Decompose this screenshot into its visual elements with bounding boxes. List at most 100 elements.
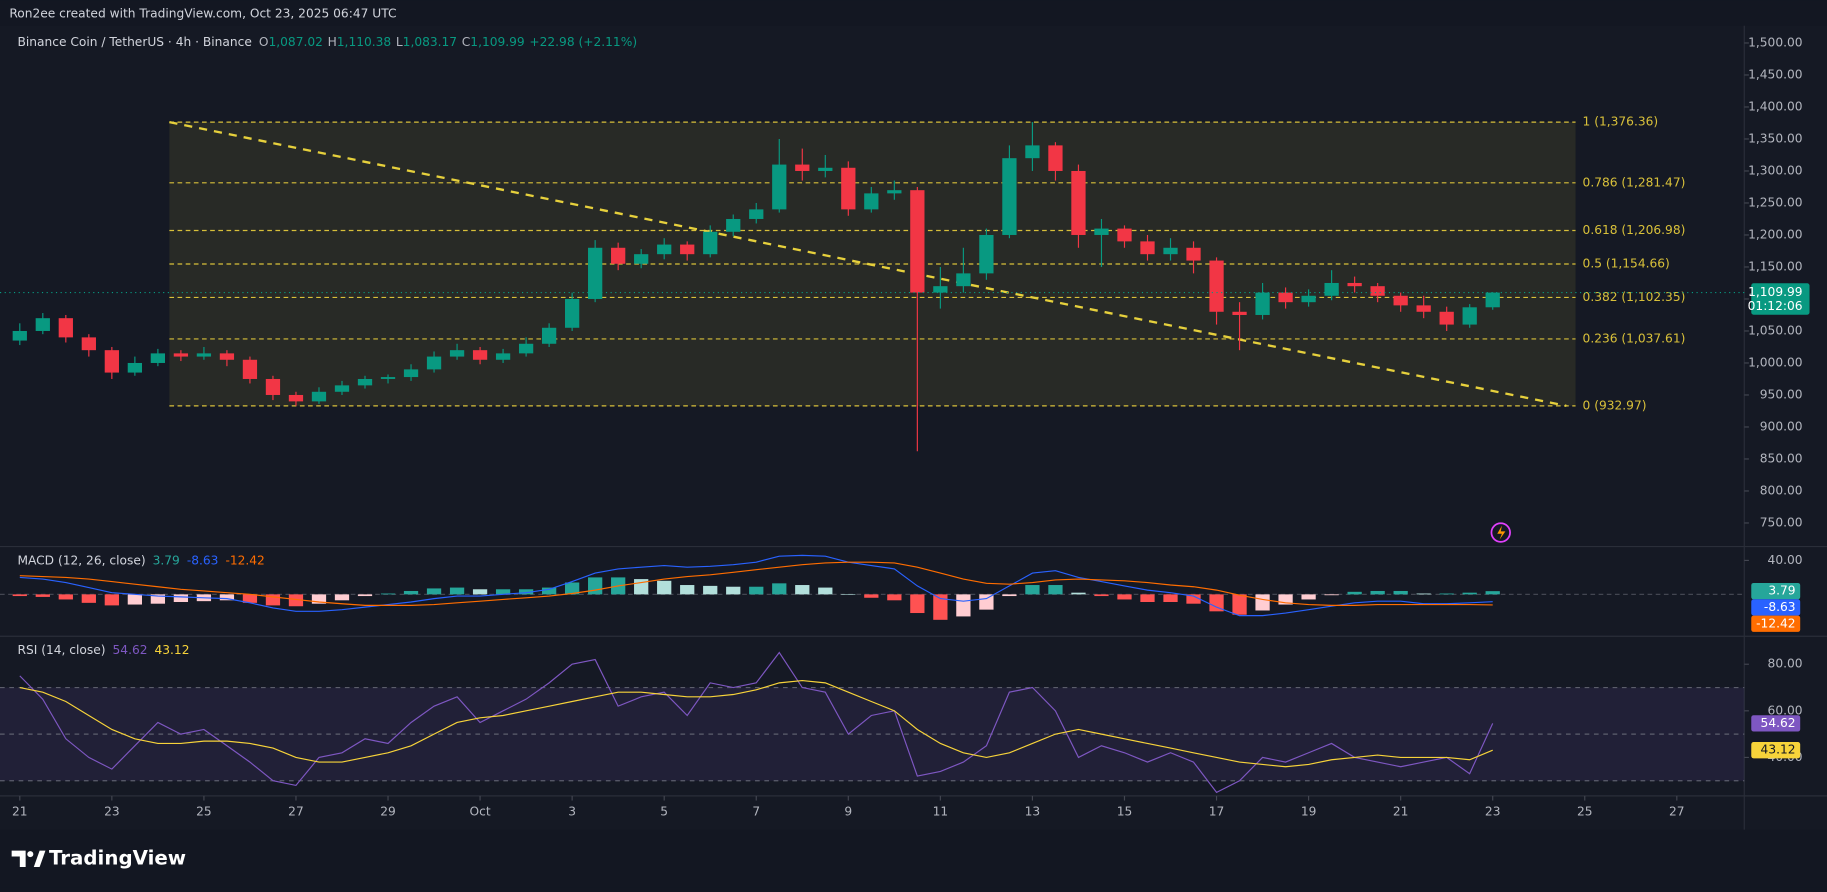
- candle-body: [1301, 295, 1316, 303]
- macd-legend: MACD (12, 26, close) 3.79 -8.63 -12.42: [17, 553, 264, 567]
- y-tick-label: 80.00: [1768, 657, 1803, 671]
- candle-body: [749, 209, 764, 219]
- histogram-bar: [472, 589, 488, 595]
- rsi-value: 54.62: [113, 643, 148, 657]
- histogram-bar: [956, 594, 971, 617]
- candle-body: [795, 164, 810, 171]
- candle-body: [1163, 247, 1178, 255]
- candle-body: [380, 377, 396, 379]
- histogram-bar: [12, 594, 27, 597]
- x-tick-label: 25: [1577, 805, 1593, 819]
- indicator-line: [19, 679, 1493, 768]
- x-tick-label: 19: [1301, 805, 1317, 819]
- histogram-bar: [1416, 593, 1431, 595]
- attribution: Ron2ee created with TradingView.com, Oct…: [9, 7, 396, 21]
- macd-hist-value: 3.79: [153, 553, 180, 567]
- last-price-tag: [1751, 283, 1810, 315]
- histogram-bar: [1002, 594, 1017, 597]
- fib-label: 0.5 (1,154.66): [1583, 256, 1670, 270]
- x-tick-label: 21: [12, 805, 28, 819]
- histogram-bar: [1393, 590, 1408, 595]
- candle-body: [1232, 311, 1247, 315]
- y-tick-label: 1,500.00: [1748, 35, 1802, 49]
- y-tick-label: 1,350.00: [1748, 131, 1802, 145]
- x-tick-label: 3: [568, 805, 576, 819]
- y-tick-label: 60.00: [1768, 703, 1803, 717]
- histogram-bar: [1071, 592, 1086, 595]
- candle-body: [265, 378, 281, 395]
- y-tick-label: 1,000.00: [1748, 355, 1802, 369]
- candle-body: [979, 234, 994, 274]
- histogram-bar: [933, 594, 948, 620]
- candle-body: [403, 369, 419, 378]
- histogram-bar: [726, 586, 741, 595]
- x-tick-label: 13: [1025, 805, 1041, 819]
- histogram-bar: [288, 594, 304, 607]
- fib-label: 0.382 (1,102.35): [1583, 290, 1686, 304]
- y-tick-label: 750.00: [1760, 515, 1803, 529]
- histogram-bar: [818, 587, 833, 595]
- ohlc-value: 1,110.38: [337, 35, 391, 49]
- histogram-bar: [219, 594, 235, 601]
- histogram-bar: [311, 594, 327, 604]
- candle-body: [1186, 247, 1201, 261]
- histogram-bar: [1347, 591, 1362, 595]
- histogram-bar: [1439, 593, 1454, 595]
- x-tick-label: 5: [660, 805, 668, 819]
- value-tag: [1751, 742, 1801, 759]
- histogram-bar: [35, 594, 50, 597]
- ohlc-value: 1,109.99: [470, 35, 524, 49]
- value-tag: [1751, 615, 1801, 632]
- histogram-bar: [1117, 594, 1132, 600]
- histogram-bar: [334, 594, 350, 601]
- histogram-bar: [1048, 585, 1063, 595]
- histogram-bar: [887, 594, 902, 601]
- candle-body: [81, 337, 96, 351]
- y-tick-label: 1,400.00: [1748, 99, 1802, 113]
- histogram-bar: [1209, 594, 1224, 612]
- histogram-bar: [772, 583, 787, 595]
- candle-body: [634, 254, 649, 264]
- histogram-bar: [979, 594, 994, 610]
- candle-body: [818, 167, 833, 171]
- histogram-bar: [380, 593, 396, 595]
- fib-label: 0.236 (1,037.61): [1583, 331, 1686, 345]
- candle-body: [1117, 228, 1132, 242]
- fib-label: 0.618 (1,206.98): [1583, 223, 1686, 237]
- ohlc-value: 1,083.17: [403, 35, 457, 49]
- candle-body: [703, 231, 718, 255]
- x-tick-label: 9: [844, 805, 852, 819]
- indicator-line: [19, 561, 1493, 606]
- x-tick-label: 15: [1117, 805, 1133, 819]
- ohlc-key: C: [462, 35, 471, 49]
- x-tick-label: 23: [1485, 805, 1501, 819]
- y-tick-label: 1,150.00: [1748, 259, 1802, 273]
- y-tick-label: 40.00: [1768, 553, 1803, 567]
- symbol-legend: Binance Coin / TetherUS · 4h · Binance O1…: [17, 35, 637, 49]
- candle-body: [1324, 282, 1339, 296]
- ohlc-key: O: [259, 35, 269, 49]
- macd-line-value: -8.63: [187, 553, 219, 567]
- histogram-bar: [150, 594, 166, 604]
- alert-icon[interactable]: [1490, 522, 1511, 543]
- candle-body: [726, 218, 741, 232]
- x-tick-label: 29: [380, 805, 396, 819]
- value-tag-label: 54.62: [1761, 716, 1796, 730]
- candle-body: [426, 356, 442, 370]
- candle-body: [1071, 170, 1086, 235]
- value-tag-label: 3.79: [1768, 584, 1795, 598]
- histogram-bar: [910, 594, 925, 614]
- x-tick-label: Oct: [470, 805, 491, 819]
- candle-body: [1439, 311, 1454, 325]
- candle-body: [956, 273, 971, 287]
- last-price-label: 1,109.99: [1748, 285, 1802, 299]
- candle-body: [242, 359, 258, 379]
- macd-signal-value: -12.42: [225, 553, 264, 567]
- candle-body: [841, 167, 856, 210]
- candle-body: [311, 391, 327, 402]
- fib-label: 0 (932.97): [1583, 398, 1647, 412]
- candle-body: [1048, 145, 1063, 171]
- ohlc-key: H: [328, 35, 337, 49]
- candle-body: [104, 350, 119, 373]
